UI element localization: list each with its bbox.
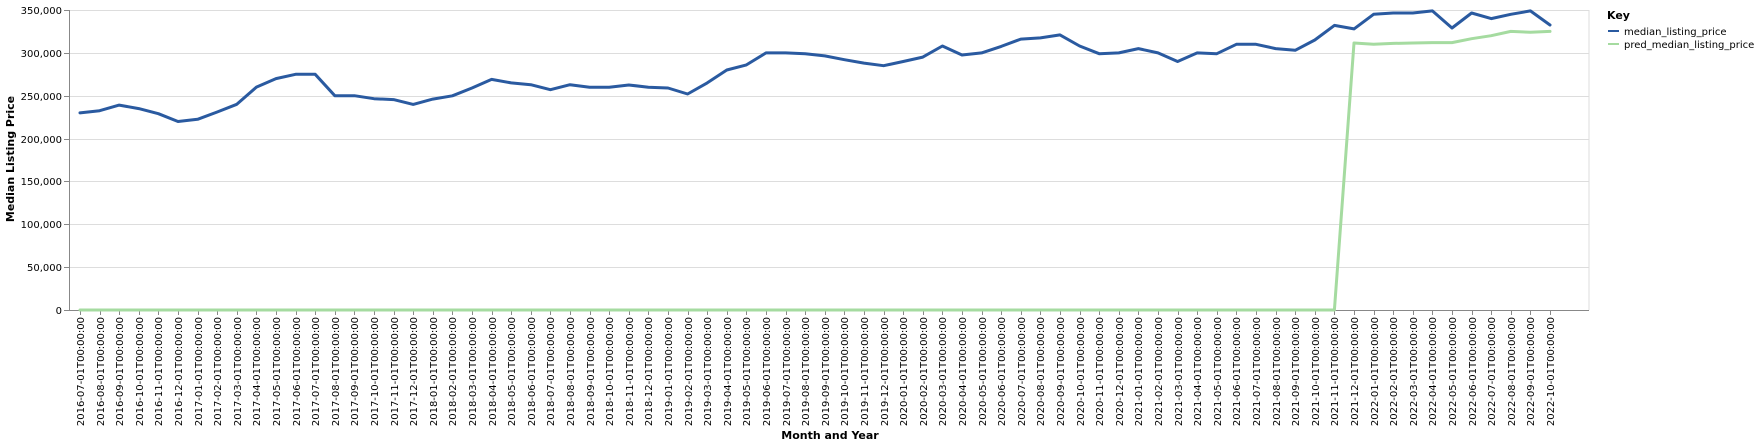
x-tick-label: 2017-05-01T00:00:00 bbox=[272, 317, 283, 426]
x-tick-label: 2017-09-01T00:00:00 bbox=[350, 317, 361, 426]
x-tick-label: 2021-05-01T00:00:00 bbox=[1213, 317, 1224, 426]
y-tick-label: 200,000 bbox=[21, 135, 62, 146]
x-tick-label: 2022-10-01T00:00:00 bbox=[1546, 317, 1557, 426]
x-tick-label: 2019-04-01T00:00:00 bbox=[723, 317, 734, 426]
y-tick-label: 100,000 bbox=[21, 220, 62, 231]
x-tick-label: 2017-01-01T00:00:00 bbox=[194, 317, 205, 426]
x-tick-label: 2018-07-01T00:00:00 bbox=[546, 317, 557, 426]
y-tick-label: 250,000 bbox=[21, 92, 62, 103]
x-tick-label: 2017-12-01T00:00:00 bbox=[409, 317, 420, 426]
x-tick-label: 2018-12-01T00:00:00 bbox=[644, 317, 655, 426]
x-tick-label: 2016-08-01T00:00:00 bbox=[96, 317, 107, 426]
x-tick-label: 2022-01-01T00:00:00 bbox=[1370, 317, 1381, 426]
y-tick-label: 350,000 bbox=[21, 6, 62, 17]
x-tick-label: 2019-10-01T00:00:00 bbox=[840, 317, 851, 426]
x-tick-label: 2018-09-01T00:00:00 bbox=[586, 317, 597, 426]
x-tick-label: 2020-11-01T00:00:00 bbox=[1095, 317, 1106, 426]
x-tick-label: 2020-12-01T00:00:00 bbox=[1115, 317, 1126, 426]
x-tick-label: 2018-02-01T00:00:00 bbox=[448, 317, 459, 426]
x-tick-label: 2016-07-01T00:00:00 bbox=[76, 317, 87, 426]
x-tick-label: 2017-10-01T00:00:00 bbox=[370, 317, 381, 426]
x-tick-label: 2019-09-01T00:00:00 bbox=[821, 317, 832, 426]
x-tick-label: 2017-04-01T00:00:00 bbox=[252, 317, 263, 426]
y-axis-title: Median Listing Price bbox=[4, 96, 17, 222]
x-tick-label: 2017-07-01T00:00:00 bbox=[311, 317, 322, 426]
x-tick-label: 2022-05-01T00:00:00 bbox=[1448, 317, 1459, 426]
series-line-median-listing-price bbox=[78, 9, 1552, 123]
x-tick-label: 2021-11-01T00:00:00 bbox=[1330, 317, 1341, 426]
x-tick-label: 2020-02-01T00:00:00 bbox=[919, 317, 930, 426]
x-tick-label: 2022-04-01T00:00:00 bbox=[1428, 317, 1439, 426]
x-tick-label: 2021-10-01T00:00:00 bbox=[1311, 317, 1322, 426]
x-tick-label: 2018-04-01T00:00:00 bbox=[488, 317, 499, 426]
x-tick-label: 2018-10-01T00:00:00 bbox=[605, 317, 616, 426]
x-tick-label: 2022-08-01T00:00:00 bbox=[1507, 317, 1518, 426]
series-line-pred-median-listing-price bbox=[78, 29, 1552, 312]
x-tick-label: 2016-11-01T00:00:00 bbox=[154, 317, 165, 426]
x-tick-label: 2021-07-01T00:00:00 bbox=[1252, 317, 1263, 426]
legend-title: Key bbox=[1607, 9, 1630, 22]
x-axis: 2016-07-01T00:00:00 2016-08-01T00:00:00 20… bbox=[69, 310, 1589, 426]
x-tick-label: 2022-02-01T00:00:00 bbox=[1389, 317, 1400, 426]
x-tick-label: 2021-03-01T00:00:00 bbox=[1174, 317, 1185, 426]
x-tick-label: 2019-02-01T00:00:00 bbox=[684, 317, 695, 426]
x-tick-label: 2018-03-01T00:00:00 bbox=[468, 317, 479, 426]
y-axis: 0 50,000 100,000 150,000 200,000 250,000 300,0… bbox=[21, 6, 70, 317]
x-tick-label: 2019-12-01T00:00:00 bbox=[880, 317, 891, 426]
x-tick-label: 2019-11-01T00:00:00 bbox=[860, 317, 871, 426]
x-tick-label: 2019-07-01T00:00:00 bbox=[782, 317, 793, 426]
x-tick-label: 2020-01-01T00:00:00 bbox=[899, 317, 910, 426]
legend-label-pred: pred_median_listing_price bbox=[1624, 40, 1754, 51]
x-tick-label: 2021-06-01T00:00:00 bbox=[1232, 317, 1243, 426]
x-tick-label: 2022-07-01T00:00:00 bbox=[1487, 317, 1498, 426]
x-tick-label: 2020-08-01T00:00:00 bbox=[1036, 317, 1047, 426]
x-tick-label: 2019-03-01T00:00:00 bbox=[703, 317, 714, 426]
x-tick-label: 2020-06-01T00:00:00 bbox=[997, 317, 1008, 426]
x-tick-label: 2017-03-01T00:00:00 bbox=[233, 317, 244, 426]
x-tick-label: 2019-08-01T00:00:00 bbox=[801, 317, 812, 426]
y-tick-label: 150,000 bbox=[21, 177, 62, 188]
y-tick-label: 300,000 bbox=[21, 49, 62, 60]
x-tick-label: 2020-07-01T00:00:00 bbox=[1017, 317, 1028, 426]
x-tick-label: 2020-04-01T00:00:00 bbox=[958, 317, 969, 426]
x-tick-label: 2016-12-01T00:00:00 bbox=[174, 317, 185, 426]
x-tick-label: 2022-09-01T00:00:00 bbox=[1526, 317, 1537, 426]
gridlines bbox=[69, 10, 1590, 311]
x-tick-label: 2021-09-01T00:00:00 bbox=[1291, 317, 1302, 426]
x-tick-label: 2017-02-01T00:00:00 bbox=[213, 317, 224, 426]
x-tick-label: 2020-03-01T00:00:00 bbox=[938, 317, 949, 426]
x-tick-label: 2019-05-01T00:00:00 bbox=[742, 317, 753, 426]
x-tick-label: 2019-01-01T00:00:00 bbox=[664, 317, 675, 426]
x-tick-label: 2021-01-01T00:00:00 bbox=[1134, 317, 1145, 426]
x-tick-label: 2017-11-01T00:00:00 bbox=[390, 317, 401, 426]
x-tick-label: 2021-04-01T00:00:00 bbox=[1193, 317, 1204, 426]
x-tick-label: 2021-12-01T00:00:00 bbox=[1350, 317, 1361, 426]
x-tick-label: 2020-05-01T00:00:00 bbox=[978, 317, 989, 426]
plot-lines bbox=[78, 9, 1552, 312]
x-tick-label: 2016-09-01T00:00:00 bbox=[115, 317, 126, 426]
x-tick-label: 2017-08-01T00:00:00 bbox=[331, 317, 342, 426]
x-axis-title: Month and Year bbox=[781, 429, 879, 442]
x-tick-label: 2018-05-01T00:00:00 bbox=[507, 317, 518, 426]
x-tick-label: 2022-03-01T00:00:00 bbox=[1409, 317, 1420, 426]
x-tick-label: 2020-09-01T00:00:00 bbox=[1056, 317, 1067, 426]
x-tick-label: 2018-01-01T00:00:00 bbox=[429, 317, 440, 426]
x-tick-label: 2021-08-01T00:00:00 bbox=[1272, 317, 1283, 426]
y-tick-label: 0 bbox=[56, 306, 62, 317]
legend-label-median: median_listing_price bbox=[1624, 27, 1727, 38]
legend: Key median_listing_price pred_median_lis… bbox=[1607, 9, 1754, 51]
x-tick-label: 2018-06-01T00:00:00 bbox=[527, 317, 538, 426]
x-tick-label: 2020-10-01T00:00:00 bbox=[1076, 317, 1087, 426]
x-tick-label: 2018-11-01T00:00:00 bbox=[625, 317, 636, 426]
x-tick-label: 2021-02-01T00:00:00 bbox=[1154, 317, 1165, 426]
y-tick-label: 50,000 bbox=[27, 263, 62, 274]
x-tick-label: 2019-06-01T00:00:00 bbox=[762, 317, 773, 426]
x-tick-label: 2018-08-01T00:00:00 bbox=[566, 317, 577, 426]
x-tick-label: 2017-06-01T00:00:00 bbox=[292, 317, 303, 426]
x-tick-label: 2022-06-01T00:00:00 bbox=[1468, 317, 1479, 426]
x-tick-label: 2016-10-01T00:00:00 bbox=[135, 317, 146, 426]
